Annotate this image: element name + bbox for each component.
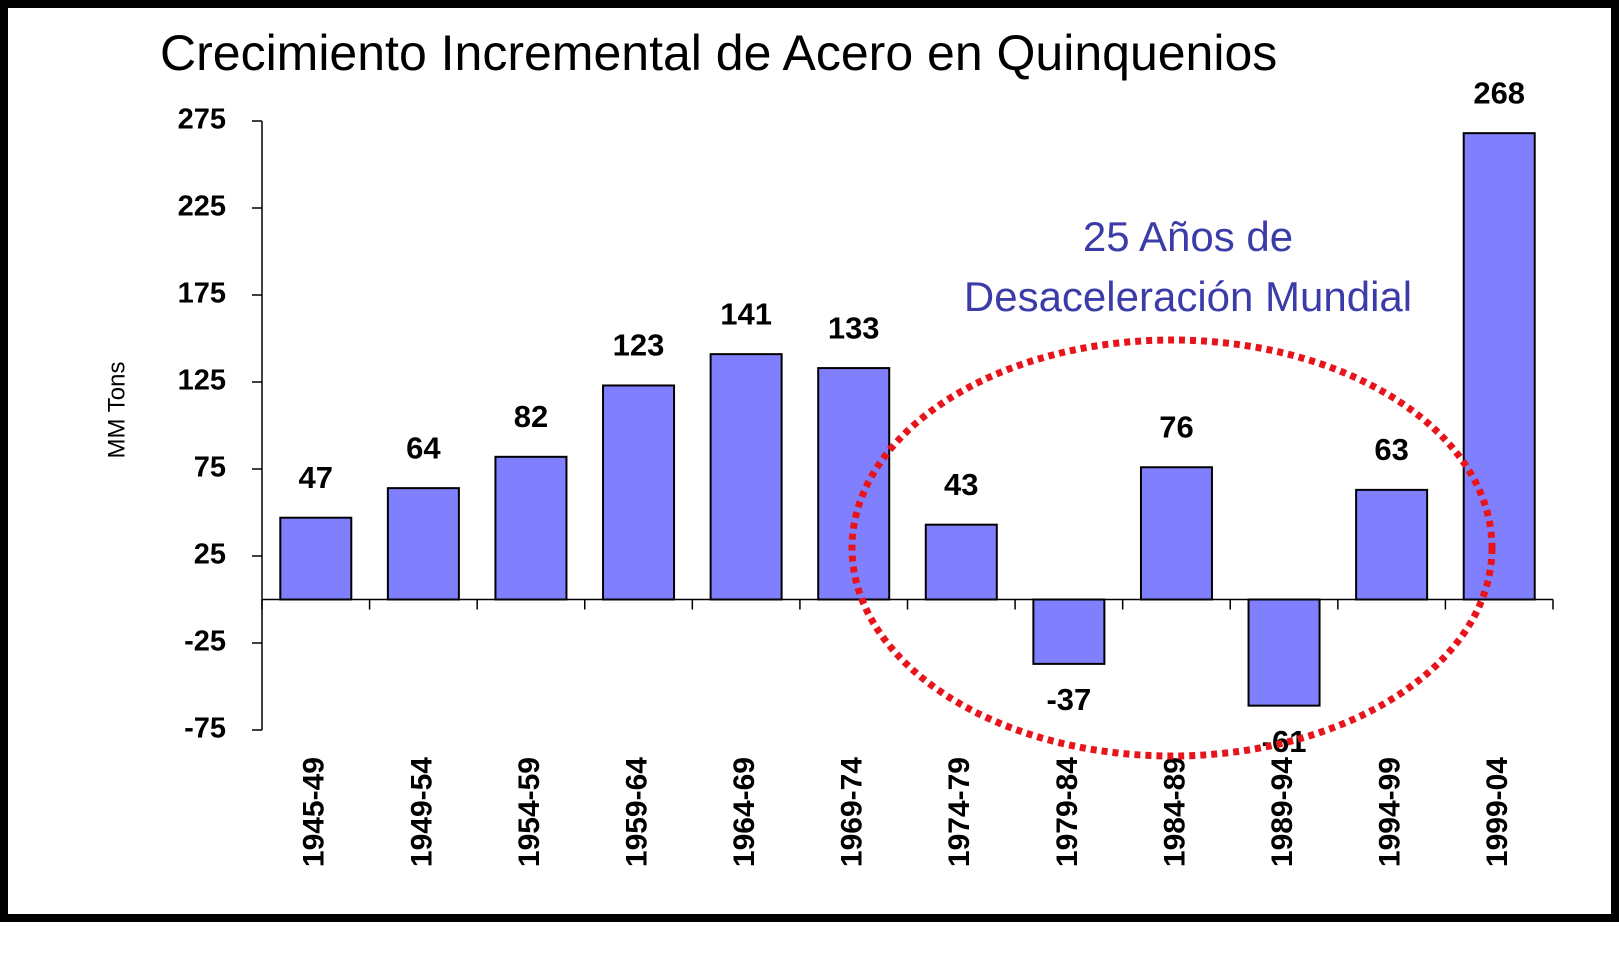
bar — [1139, 466, 1213, 601]
value-label: 76 — [1159, 409, 1193, 444]
y-tick-label: 275 — [178, 104, 226, 136]
value-label: -37 — [1046, 682, 1091, 717]
annotation: Desaceleración Mundial — [964, 273, 1412, 320]
value-label: 268 — [1473, 75, 1525, 110]
bar — [386, 487, 460, 601]
highlight-ellipse — [848, 336, 1496, 760]
bar — [924, 523, 998, 601]
x-tick-label: 1969-74 — [836, 757, 869, 867]
x-tick-label: 1994-99 — [1374, 757, 1407, 867]
bar — [817, 367, 891, 601]
value-label: 64 — [406, 430, 441, 465]
y-tick-label: 125 — [178, 365, 226, 397]
y-tick-label: 75 — [194, 452, 226, 484]
x-tick-label: 1989-94 — [1266, 757, 1299, 867]
annotation: 25 Años de — [1083, 213, 1293, 260]
bar — [602, 384, 676, 601]
bar — [1355, 488, 1429, 601]
value-label: 141 — [720, 296, 772, 331]
x-tick-label: 1959-64 — [620, 757, 653, 867]
value-label: 123 — [613, 328, 665, 363]
x-tick-label: 1979-84 — [1051, 757, 1084, 867]
chart-title: Crecimiento Incremental de Acero en Quin… — [160, 25, 1277, 81]
y-tick-label: -75 — [184, 713, 226, 745]
value-label: 82 — [514, 399, 548, 434]
y-tick-label: -25 — [184, 626, 226, 658]
bar — [1032, 598, 1106, 665]
value-label: 43 — [944, 467, 978, 502]
y-tick-label: 175 — [178, 278, 226, 310]
x-tick-label: 1954-59 — [513, 757, 546, 867]
y-tick-label: 225 — [178, 191, 226, 223]
x-tick-label: 1945-49 — [298, 757, 331, 867]
x-tick-label: 1949-54 — [405, 757, 438, 867]
bar — [494, 455, 568, 601]
value-label: 63 — [1374, 432, 1408, 467]
x-tick-label: 1984-89 — [1158, 757, 1191, 867]
y-axis-label: MM Tons — [103, 362, 130, 459]
frame — [0, 0, 1619, 922]
x-tick-label: 1999-04 — [1481, 757, 1514, 867]
bar — [279, 516, 353, 601]
value-label: 47 — [299, 460, 333, 495]
x-tick-label: 1964-69 — [728, 757, 761, 867]
bar — [1247, 598, 1321, 707]
value-label: 133 — [828, 310, 880, 345]
bar — [709, 353, 783, 601]
y-tick-label: 25 — [194, 539, 226, 571]
bar — [1462, 132, 1536, 601]
x-tick-label: 1974-79 — [943, 757, 976, 867]
